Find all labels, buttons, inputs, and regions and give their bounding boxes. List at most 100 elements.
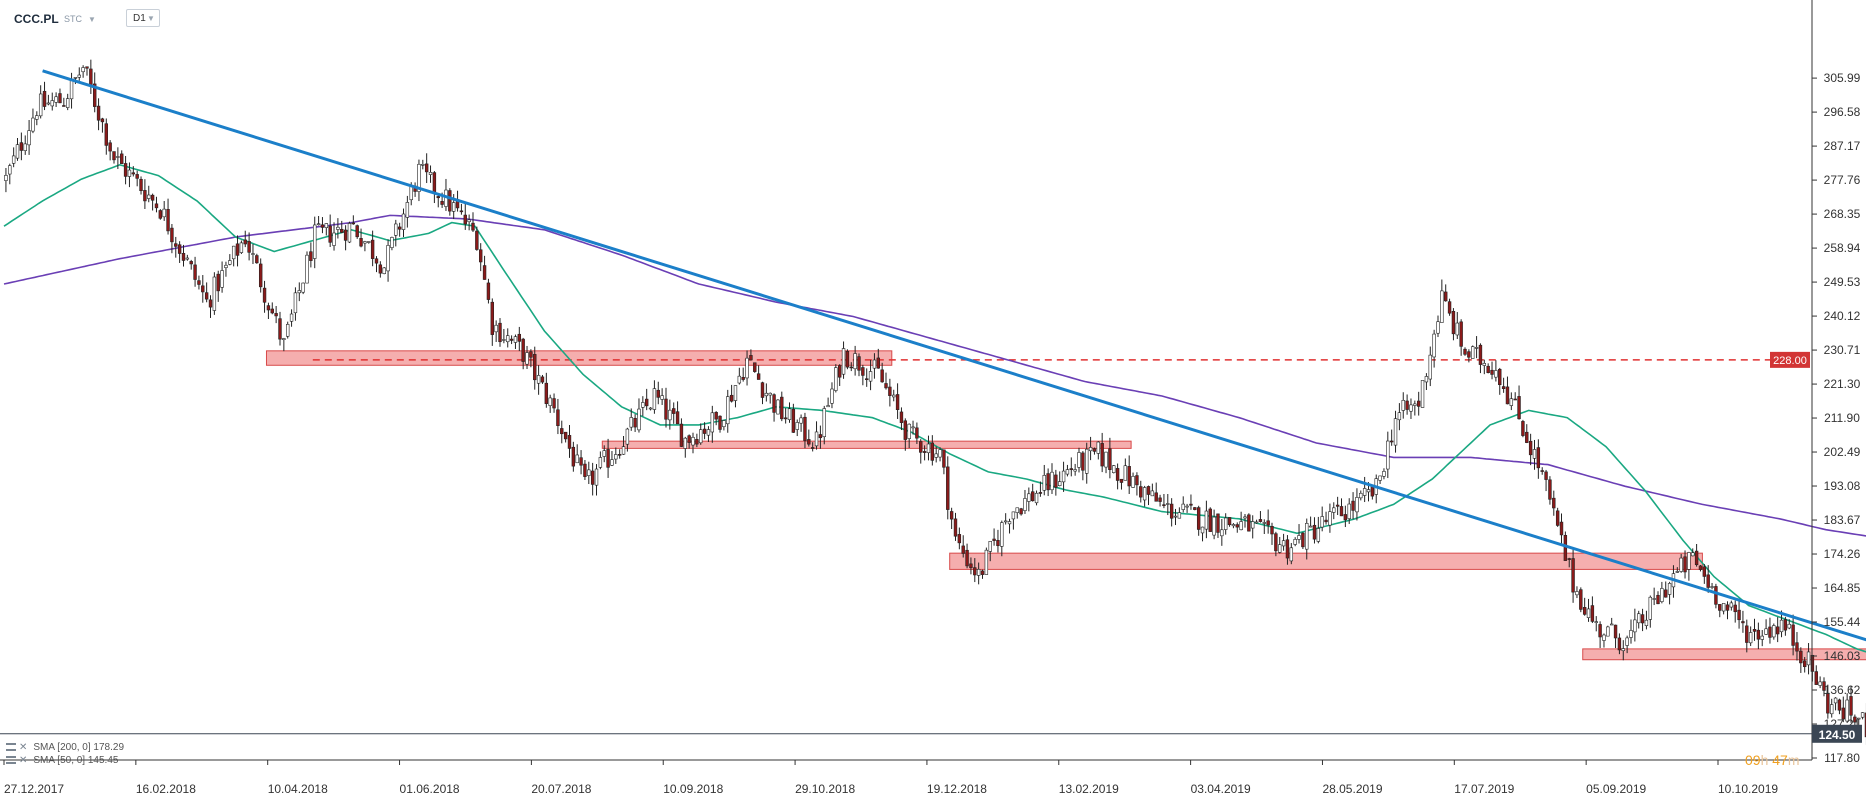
- candle-body: [1100, 443, 1104, 467]
- candle-body: [150, 194, 155, 201]
- candle-body: [699, 429, 703, 444]
- level-tag-label: 228.00: [1773, 355, 1807, 367]
- candle-body: [544, 382, 549, 404]
- y-tick-label: 164.85: [1824, 581, 1861, 595]
- candle-body: [1204, 510, 1209, 530]
- candle-body: [1428, 354, 1432, 380]
- candle-body: [320, 224, 325, 228]
- candle-body: [220, 270, 224, 288]
- y-tick-label: 268.35: [1824, 207, 1861, 221]
- candle-body: [980, 570, 985, 575]
- instrument-type-label[interactable]: STC: [64, 14, 82, 24]
- candle-body: [1806, 651, 1811, 666]
- candle-body: [992, 538, 996, 541]
- candle-body: [691, 436, 695, 446]
- candle-body: [1826, 692, 1830, 714]
- candle-body: [1752, 629, 1757, 632]
- candle-body: [760, 382, 765, 398]
- candle-body: [1073, 469, 1077, 472]
- candle-body: [1548, 479, 1552, 500]
- y-tick-label: 277.76: [1824, 173, 1861, 187]
- timeframe-select[interactable]: D1 ▼: [126, 9, 160, 27]
- chevron-down-icon[interactable]: ▼: [88, 15, 96, 24]
- candle-body: [1555, 510, 1560, 526]
- candle-body: [1424, 376, 1429, 383]
- candle-body: [714, 412, 718, 420]
- candle-body: [247, 241, 251, 253]
- candle-body: [193, 264, 197, 280]
- candle-body: [463, 214, 467, 225]
- candle-body: [637, 408, 641, 431]
- candle-body: [1764, 628, 1768, 635]
- candle-body: [706, 429, 711, 436]
- candle-body: [1559, 521, 1564, 536]
- indicator-legend-sma200[interactable]: ✕ SMA [200, 0] 178.29: [6, 742, 124, 753]
- candle-body: [1247, 514, 1251, 532]
- candle-body: [1494, 370, 1498, 378]
- candle-body: [289, 313, 294, 322]
- y-tick-label: 249.53: [1824, 275, 1861, 289]
- candle-body: [440, 201, 444, 205]
- candle-body: [1023, 498, 1027, 511]
- candle-body: [961, 545, 965, 554]
- candle-body: [540, 376, 545, 383]
- candle-body: [1416, 400, 1421, 407]
- candle-body: [737, 375, 742, 384]
- candle-body: [1301, 532, 1305, 548]
- candle-body: [1231, 524, 1236, 527]
- candle-body: [81, 67, 85, 73]
- candle-body: [282, 338, 286, 341]
- candle-body: [1733, 604, 1737, 613]
- close-icon[interactable]: ✕: [19, 755, 28, 766]
- candle-body: [4, 174, 8, 181]
- candle-body: [841, 348, 846, 375]
- candle-body: [837, 365, 842, 378]
- trendline-group[interactable]: [42, 69, 1866, 642]
- candle-body: [718, 415, 722, 430]
- candle-body: [810, 447, 815, 449]
- candle-body: [976, 569, 981, 576]
- candle-body: [417, 163, 421, 192]
- candle-body: [316, 223, 321, 226]
- candle-body: [1444, 291, 1448, 302]
- candle-body: [791, 408, 796, 433]
- candle-body: [424, 163, 429, 173]
- symbol-label[interactable]: CCC.PL: [14, 12, 59, 26]
- close-icon[interactable]: ✕: [19, 742, 28, 753]
- level-tag-bg: [1770, 351, 1810, 368]
- candle-body: [351, 222, 356, 225]
- candle-body: [1324, 519, 1328, 523]
- candle-body: [204, 292, 209, 300]
- x-tick-label: 10.04.2018: [268, 782, 328, 796]
- candle-body: [1297, 535, 1301, 540]
- candle-body: [27, 130, 31, 146]
- candle-body: [1459, 321, 1463, 347]
- timer-hours-unit: h: [1760, 752, 1769, 768]
- candle-body: [513, 336, 518, 343]
- candle-body: [1721, 603, 1726, 612]
- candle-body: [1698, 565, 1703, 570]
- timer-minutes-unit: m: [1787, 752, 1800, 768]
- candle-body: [432, 172, 437, 194]
- candle-body: [895, 394, 900, 410]
- indicator-icon: [6, 756, 16, 765]
- candle-body: [270, 308, 274, 314]
- x-tick-label: 17.07.2019: [1454, 782, 1514, 796]
- zone-rect: [949, 552, 1703, 570]
- candle-body: [849, 366, 853, 369]
- candle-body: [19, 142, 24, 151]
- candle-body: [1278, 544, 1282, 553]
- candle-body: [899, 411, 904, 423]
- candle-body: [1501, 386, 1506, 389]
- candle-body: [807, 439, 811, 445]
- candle-body: [1544, 471, 1548, 480]
- candle-body: [644, 398, 649, 407]
- candle-body: [216, 273, 220, 292]
- candle-body: [1359, 492, 1363, 499]
- candle-body: [571, 446, 576, 467]
- candle-body: [930, 442, 935, 461]
- candle-body: [1791, 624, 1795, 646]
- indicator-legend-sma50[interactable]: ✕ SMA [50, 0] 145.45: [6, 755, 118, 766]
